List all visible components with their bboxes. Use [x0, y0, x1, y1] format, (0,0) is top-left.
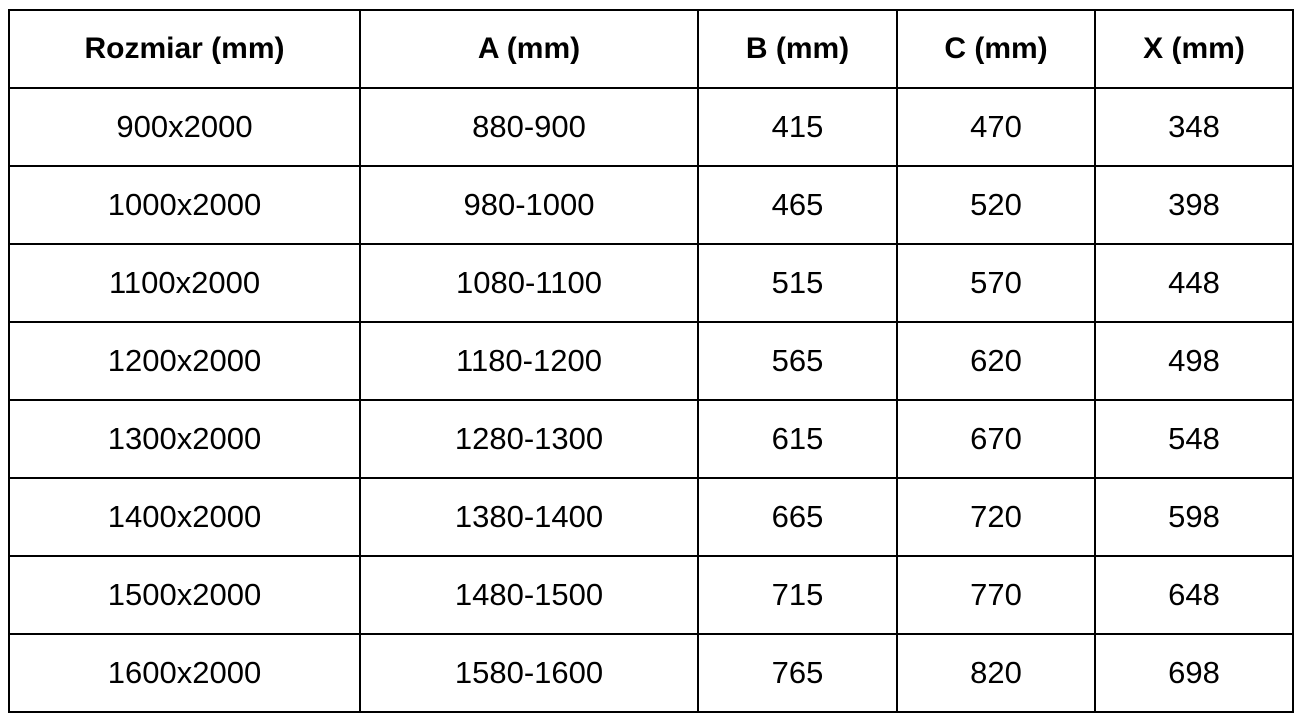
table-cell: 1200x2000 [8, 321, 361, 401]
table-row: 1100x2000 1080-1100 515 570 448 [8, 243, 1294, 323]
table-cell: 770 [896, 555, 1096, 635]
table-row: 900x2000 880-900 415 470 348 [8, 87, 1294, 167]
column-header: A (mm) [359, 9, 699, 89]
table-cell: 698 [1094, 633, 1294, 713]
table-cell: 1500x2000 [8, 555, 361, 635]
column-header: Rozmiar (mm) [8, 9, 361, 89]
table-cell: 565 [697, 321, 898, 401]
table-cell: 648 [1094, 555, 1294, 635]
table-cell: 1600x2000 [8, 633, 361, 713]
table-cell: 448 [1094, 243, 1294, 323]
table-cell: 820 [896, 633, 1096, 713]
table-cell: 715 [697, 555, 898, 635]
table-cell: 520 [896, 165, 1096, 245]
table-cell: 1300x2000 [8, 399, 361, 479]
table-cell: 515 [697, 243, 898, 323]
table-cell: 1280-1300 [359, 399, 699, 479]
dimensions-table: Rozmiar (mm) A (mm) B (mm) C (mm) X (mm) 900… [8, 9, 1294, 713]
column-header: C (mm) [896, 9, 1096, 89]
table-cell: 598 [1094, 477, 1294, 557]
table-cell: 980-1000 [359, 165, 699, 245]
table-cell: 765 [697, 633, 898, 713]
table-cell: 1000x2000 [8, 165, 361, 245]
table-cell: 498 [1094, 321, 1294, 401]
table-cell: 1080-1100 [359, 243, 699, 323]
table-cell: 1480-1500 [359, 555, 699, 635]
table-cell: 470 [896, 87, 1096, 167]
table-cell: 1380-1400 [359, 477, 699, 557]
table-cell: 348 [1094, 87, 1294, 167]
table-cell: 620 [896, 321, 1096, 401]
table-row: 1000x2000 980-1000 465 520 398 [8, 165, 1294, 245]
table-cell: 1100x2000 [8, 243, 361, 323]
table-cell: 398 [1094, 165, 1294, 245]
table-row: 1400x2000 1380-1400 665 720 598 [8, 477, 1294, 557]
table-cell: 465 [697, 165, 898, 245]
table-cell: 1180-1200 [359, 321, 699, 401]
table-row: 1600x2000 1580-1600 765 820 698 [8, 633, 1294, 713]
column-header: X (mm) [1094, 9, 1294, 89]
table-cell: 665 [697, 477, 898, 557]
table-cell: 548 [1094, 399, 1294, 479]
table-cell: 570 [896, 243, 1096, 323]
table-row: 1200x2000 1180-1200 565 620 498 [8, 321, 1294, 401]
table-cell: 615 [697, 399, 898, 479]
table-cell: 415 [697, 87, 898, 167]
table-row: 1300x2000 1280-1300 615 670 548 [8, 399, 1294, 479]
table-cell: 720 [896, 477, 1096, 557]
table-cell: 900x2000 [8, 87, 361, 167]
table-cell: 1400x2000 [8, 477, 361, 557]
table-cell: 1580-1600 [359, 633, 699, 713]
header-row: Rozmiar (mm) A (mm) B (mm) C (mm) X (mm) [8, 9, 1294, 89]
table-cell: 670 [896, 399, 1096, 479]
column-header: B (mm) [697, 9, 898, 89]
table-cell: 880-900 [359, 87, 699, 167]
table-row: 1500x2000 1480-1500 715 770 648 [8, 555, 1294, 635]
